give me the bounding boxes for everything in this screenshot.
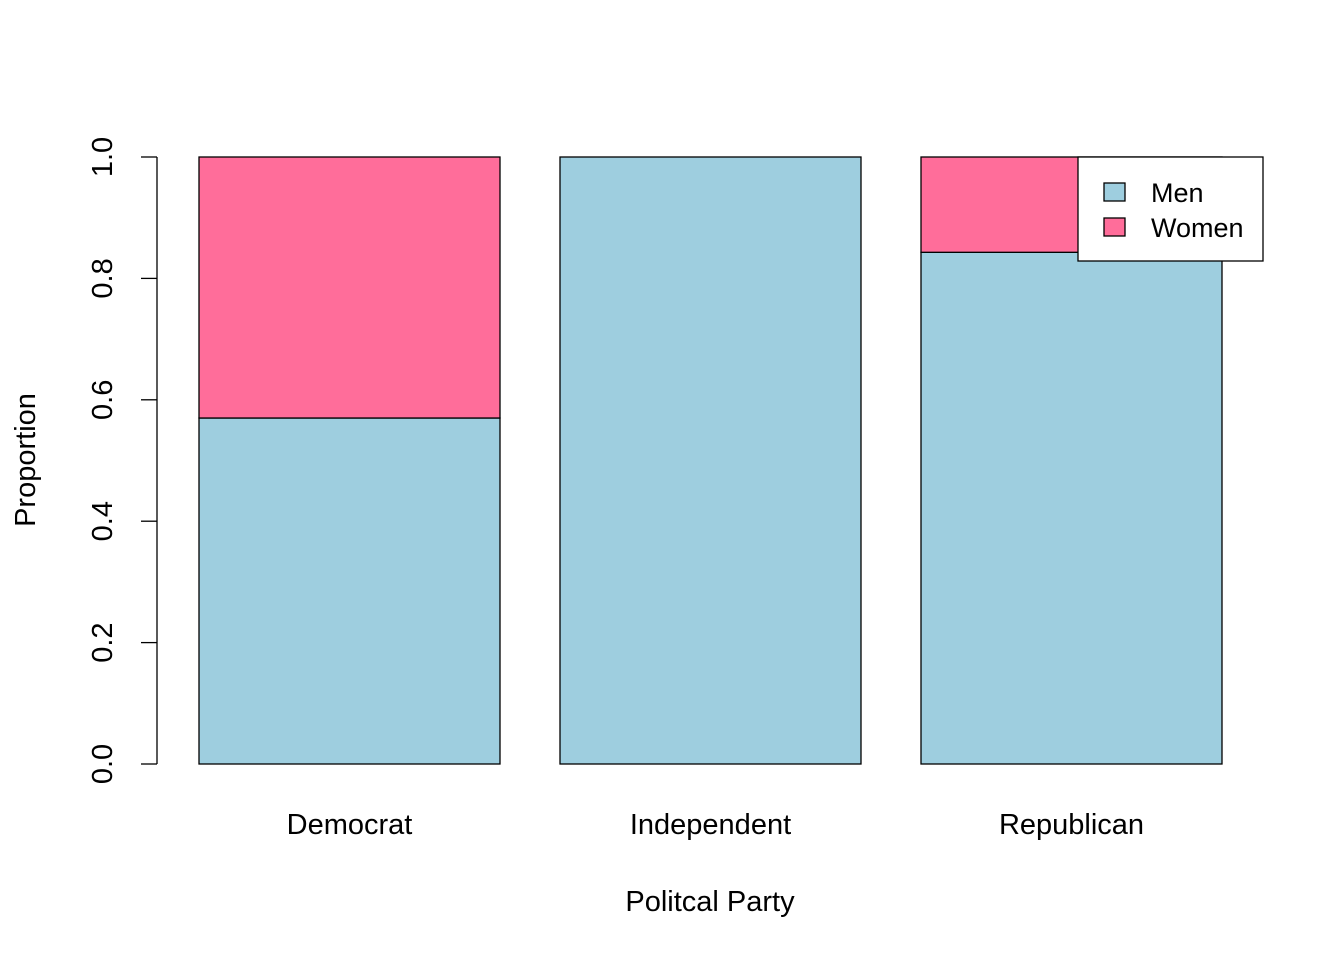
- bar-democrat-men: [198, 417, 501, 765]
- bars: [198, 156, 1223, 765]
- legend-label-women: Women: [1151, 213, 1244, 243]
- y-axis-label: Proportion: [10, 393, 42, 527]
- legend: Men Women: [1077, 156, 1264, 262]
- y-tick-label: 0.4: [87, 501, 119, 541]
- bar-republican-men: [920, 251, 1223, 765]
- legend-box: [1077, 156, 1264, 262]
- x-tick-label: Republican: [999, 809, 1144, 841]
- y-tick-label: 1.0: [87, 137, 119, 177]
- legend-swatch-women: [1103, 217, 1126, 237]
- y-tick-label: 0.6: [87, 380, 119, 420]
- y-tick-label: 0.2: [87, 622, 119, 662]
- x-tick-labels: Democrat Independent Republican: [287, 809, 1144, 841]
- x-tick-label: Democrat: [287, 809, 413, 841]
- y-axis: 0.0 0.2 0.4 0.6 0.8 1.0: [87, 137, 158, 784]
- bar-independent-men: [559, 156, 862, 765]
- x-axis-label: Politcal Party: [625, 886, 795, 918]
- x-tick-label: Independent: [630, 809, 791, 841]
- legend-label-men: Men: [1151, 178, 1204, 208]
- y-tick-label: 0.0: [87, 744, 119, 784]
- legend-swatch-men: [1103, 182, 1126, 202]
- bar-democrat-women: [198, 156, 501, 419]
- y-tick-label: 0.8: [87, 258, 119, 298]
